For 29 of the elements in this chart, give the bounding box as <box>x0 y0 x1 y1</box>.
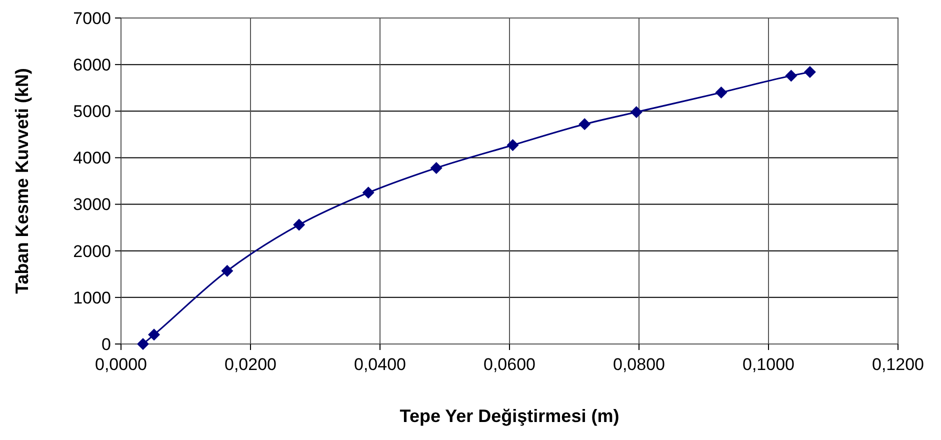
y-tick-label: 4000 <box>73 148 111 168</box>
point <box>578 118 591 130</box>
point <box>785 70 798 82</box>
x-tick-label: 0,0800 <box>613 355 665 374</box>
y-tick-label: 0 <box>102 334 111 354</box>
x-axis-title: Tepe Yer Değiştirmesi (m) <box>400 406 620 426</box>
x-tick-label: 0,0400 <box>354 355 406 374</box>
y-tick-label: 2000 <box>73 242 111 261</box>
point <box>362 186 374 199</box>
point <box>137 338 150 350</box>
point <box>506 139 519 152</box>
point <box>148 328 160 341</box>
point <box>430 162 442 174</box>
y-tick-label: 7000 <box>73 8 111 28</box>
point <box>293 218 306 231</box>
point <box>804 66 816 78</box>
y-tick-label: 1000 <box>73 288 111 308</box>
x-tick-label: 0,1200 <box>872 355 924 374</box>
y-axis-title: Taban Kesme Kuvveti (kN) <box>12 68 32 294</box>
x-tick-label: 0,0000 <box>95 355 147 374</box>
y-tick-label: 3000 <box>73 195 111 214</box>
point <box>715 86 728 99</box>
y-tick-label: 5000 <box>73 102 111 122</box>
point <box>630 106 642 118</box>
x-tick-label: 0,0600 <box>484 355 536 374</box>
x-tick-label: 0,1000 <box>742 355 794 374</box>
y-tick-label: 6000 <box>73 56 111 75</box>
point <box>221 264 234 277</box>
x-tick-label: 0,0200 <box>224 355 276 374</box>
